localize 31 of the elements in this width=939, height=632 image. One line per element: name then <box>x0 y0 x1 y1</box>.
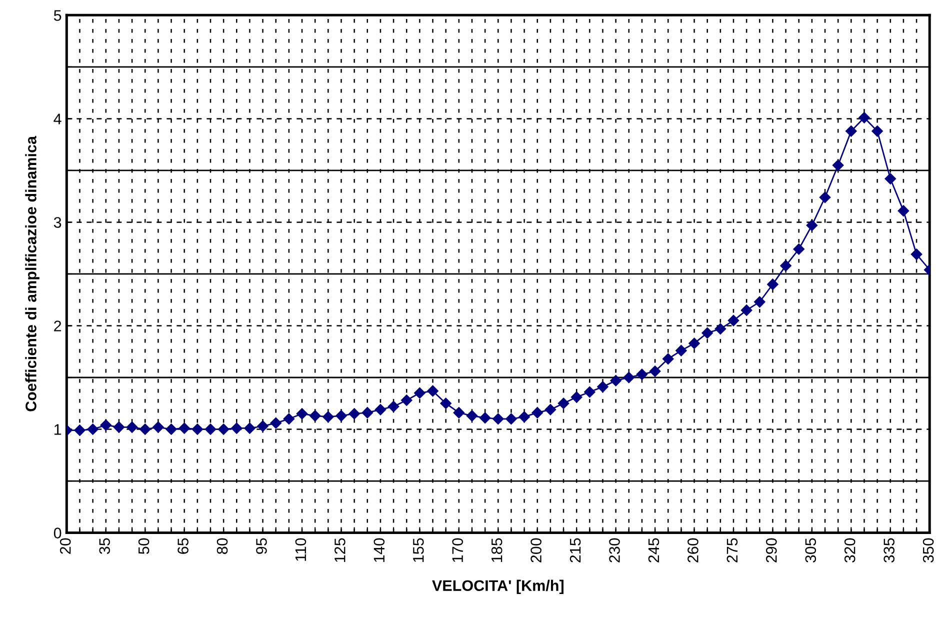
x-tick-label: 95 <box>256 538 267 554</box>
x-tick-label: 20 <box>60 538 71 554</box>
y-tick-label: 4 <box>54 114 62 124</box>
x-tick-label: 290 <box>766 538 777 562</box>
x-tick-label: 245 <box>648 538 660 562</box>
y-tick-label: 5 <box>54 10 62 21</box>
x-tick-label: 125 <box>334 538 346 562</box>
y-tick-label: 1 <box>54 424 62 435</box>
y-axis-title: Coefficiente di amplificazioe dinamica <box>25 136 40 412</box>
x-tick-label: 50 <box>138 538 150 554</box>
y-tick-label: 3 <box>54 217 62 228</box>
y-tick-label: 0 <box>54 528 62 538</box>
x-tick-label: 260 <box>688 538 698 562</box>
x-tick-label: 140 <box>374 538 385 562</box>
x-tick-label: 185 <box>491 538 502 562</box>
x-tick-label: 80 <box>216 538 228 554</box>
x-tick-label: 230 <box>609 538 620 562</box>
x-tick-label: 65 <box>178 538 188 554</box>
x-tick-label: 215 <box>570 538 581 562</box>
x-tick-label: 320 <box>844 538 856 563</box>
x-tick-label: 305 <box>805 538 816 563</box>
x-tick-label: 35 <box>99 538 110 554</box>
x-tick-label: 155 <box>413 538 424 562</box>
x-tick-label: 200 <box>530 538 542 562</box>
x-tick-label: 110 <box>295 538 306 561</box>
x-tick-label: 335 <box>884 538 894 563</box>
y-tick-label: 2 <box>54 320 62 332</box>
x-axis-title: VELOCITA' [Km/h] <box>432 580 564 594</box>
x-tick-label: 170 <box>452 538 464 562</box>
x-tick-label: 350 <box>922 538 934 563</box>
x-tick-label: 275 <box>726 538 738 562</box>
